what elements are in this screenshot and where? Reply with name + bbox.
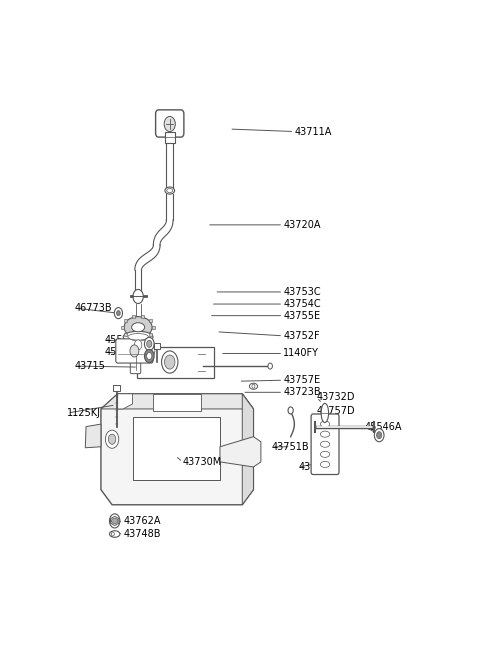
FancyBboxPatch shape (124, 333, 127, 335)
FancyBboxPatch shape (141, 314, 144, 318)
Circle shape (252, 384, 255, 388)
Polygon shape (132, 417, 220, 479)
Ellipse shape (321, 451, 330, 457)
Circle shape (114, 308, 122, 319)
Ellipse shape (321, 441, 330, 447)
Circle shape (162, 351, 178, 373)
FancyBboxPatch shape (149, 333, 152, 335)
FancyBboxPatch shape (129, 339, 147, 351)
Circle shape (111, 532, 114, 536)
Ellipse shape (165, 187, 175, 194)
Text: 45546A: 45546A (105, 335, 142, 345)
Circle shape (164, 117, 175, 132)
Polygon shape (153, 394, 202, 411)
Text: 43751B: 43751B (272, 441, 310, 452)
Text: 45546A: 45546A (105, 347, 142, 357)
Text: 45546A: 45546A (365, 422, 403, 432)
Text: 43720A: 43720A (283, 220, 321, 230)
Ellipse shape (132, 323, 144, 332)
Circle shape (147, 346, 155, 356)
Ellipse shape (321, 431, 330, 437)
Text: 43777B: 43777B (298, 462, 336, 472)
Text: 43730M: 43730M (183, 457, 222, 467)
FancyBboxPatch shape (137, 347, 214, 378)
Text: 43757E: 43757E (283, 375, 320, 385)
FancyBboxPatch shape (124, 319, 127, 322)
Text: 43752F: 43752F (283, 331, 320, 341)
FancyBboxPatch shape (154, 343, 160, 349)
Text: 43723B: 43723B (283, 387, 321, 398)
Circle shape (377, 432, 382, 439)
FancyBboxPatch shape (149, 319, 152, 322)
Ellipse shape (109, 531, 120, 537)
Circle shape (109, 514, 120, 528)
Text: 43732D: 43732D (317, 392, 355, 402)
Text: 43757D: 43757D (317, 407, 355, 417)
Circle shape (117, 310, 120, 316)
Circle shape (133, 290, 144, 303)
Text: 43755E: 43755E (283, 310, 320, 321)
Circle shape (144, 349, 154, 363)
Circle shape (288, 407, 293, 414)
FancyBboxPatch shape (130, 350, 141, 373)
Polygon shape (110, 516, 119, 525)
Ellipse shape (321, 461, 330, 468)
Ellipse shape (111, 518, 118, 523)
Polygon shape (85, 424, 101, 448)
Circle shape (147, 341, 152, 347)
Circle shape (268, 363, 273, 369)
Circle shape (144, 337, 154, 350)
FancyBboxPatch shape (152, 326, 155, 329)
Circle shape (134, 340, 142, 350)
Text: 43754C: 43754C (283, 299, 321, 309)
FancyBboxPatch shape (165, 132, 175, 143)
Text: 43711A: 43711A (294, 126, 332, 136)
Ellipse shape (321, 421, 330, 427)
Ellipse shape (167, 189, 173, 193)
FancyBboxPatch shape (132, 337, 135, 340)
Ellipse shape (123, 331, 153, 343)
Ellipse shape (128, 333, 148, 340)
Circle shape (106, 430, 119, 448)
FancyBboxPatch shape (132, 314, 135, 318)
FancyBboxPatch shape (311, 414, 339, 474)
Circle shape (108, 434, 116, 444)
FancyBboxPatch shape (113, 384, 120, 391)
Text: 1125KJ: 1125KJ (67, 408, 101, 418)
Ellipse shape (124, 316, 152, 338)
Circle shape (147, 352, 152, 360)
Text: 1140FY: 1140FY (283, 348, 319, 358)
Text: 43748B: 43748B (123, 529, 161, 538)
Polygon shape (242, 394, 253, 505)
FancyBboxPatch shape (156, 110, 184, 137)
Polygon shape (220, 437, 261, 467)
FancyBboxPatch shape (121, 326, 124, 329)
FancyBboxPatch shape (141, 337, 144, 340)
Ellipse shape (249, 383, 258, 389)
Text: 43715: 43715 (75, 361, 106, 371)
FancyBboxPatch shape (116, 339, 153, 363)
Circle shape (165, 355, 175, 369)
Text: 43753C: 43753C (283, 287, 321, 297)
Text: 43762A: 43762A (123, 516, 161, 527)
Ellipse shape (321, 403, 329, 422)
Circle shape (130, 345, 139, 357)
Text: 46773B: 46773B (75, 303, 112, 313)
Polygon shape (101, 394, 253, 409)
Polygon shape (118, 394, 132, 409)
Polygon shape (101, 394, 253, 505)
Circle shape (374, 428, 384, 441)
